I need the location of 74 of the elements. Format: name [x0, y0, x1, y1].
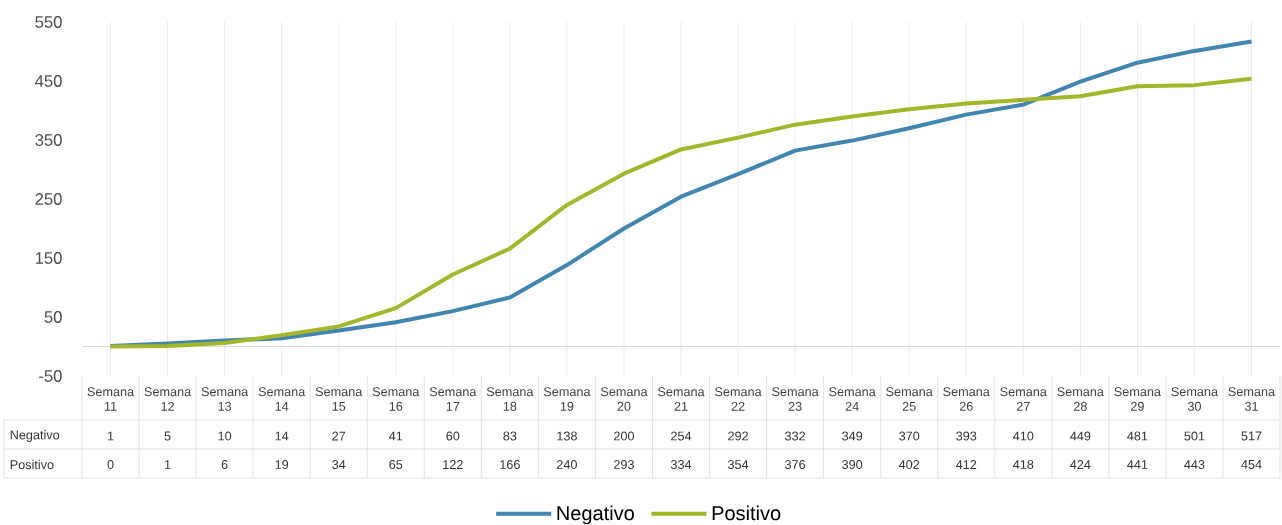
data-label: 60	[446, 431, 460, 441]
legend-label: Positivo	[712, 505, 781, 521]
data-label: 27	[332, 431, 346, 441]
data-label: 418	[1013, 460, 1034, 469]
data-label: 14	[275, 431, 289, 441]
x-tick-label: Semana 22	[715, 387, 762, 411]
data-label: 370	[899, 431, 920, 441]
y-tick-label: -50	[39, 370, 62, 382]
x-tick-label: Semana 18	[486, 387, 534, 411]
data-label: 412	[955, 460, 977, 469]
x-tick-label: Semana 19	[543, 387, 591, 411]
data-label: 334	[670, 460, 692, 469]
data-label: 332	[785, 431, 806, 441]
data-label: 19	[275, 460, 289, 469]
y-tick-label: 50	[44, 311, 62, 323]
x-tick-label: Semana 31	[1228, 387, 1276, 411]
text: Negativo	[10, 430, 60, 442]
data-label: 254	[671, 431, 692, 441]
data-label: 10	[218, 431, 232, 441]
x-tick-label: Semana 28	[1057, 387, 1104, 411]
data-label: 481	[1127, 431, 1148, 441]
x-tick-label: Semana 26	[943, 387, 990, 411]
data-label: 5	[164, 431, 171, 441]
text: Positivo	[10, 459, 54, 470]
y-tick-label: 250	[35, 193, 62, 205]
data-label: 83	[503, 431, 517, 441]
y-tick-label: 450	[35, 75, 62, 87]
data-label: 443	[1184, 460, 1205, 469]
y-tick-label: 150	[35, 252, 62, 264]
data-label: 34	[332, 460, 346, 469]
legend-label: Negativo	[557, 505, 634, 525]
x-tick-label: Semana 14	[258, 387, 306, 411]
x-tick-label: Semana 12	[144, 387, 192, 411]
data-label: 349	[842, 431, 863, 441]
data-label: 65	[389, 460, 403, 469]
data-label: 390	[842, 460, 863, 469]
x-tick-label: Semana 21	[658, 387, 705, 411]
data-label: 1	[107, 431, 114, 441]
x-tick-label: Semana 29	[1114, 387, 1161, 411]
data-label: 240	[556, 460, 577, 469]
data-label: 354	[727, 460, 749, 469]
x-tick-label: Semana 20	[600, 387, 648, 411]
data-label: 293	[614, 460, 634, 469]
x-tick-label: Semana 13	[201, 387, 249, 411]
data-label: 410	[1013, 431, 1034, 441]
data-label: 41	[389, 431, 403, 441]
y-tick-label: 550	[35, 16, 62, 28]
data-label: 200	[614, 431, 635, 441]
x-tick-label: Semana 25	[886, 387, 933, 411]
x-tick-label: Semana 24	[829, 387, 876, 411]
x-tick-label: Semana 15	[315, 387, 363, 411]
data-label: 424	[1070, 460, 1091, 469]
data-label: 449	[1070, 431, 1091, 441]
data-label: 402	[898, 460, 920, 469]
data-label: 454	[1241, 460, 1262, 469]
data-label: 122	[443, 460, 463, 469]
data-label: 292	[728, 431, 748, 441]
data-label: 376	[785, 460, 806, 469]
data-label: 501	[1184, 431, 1205, 441]
y-tick-label: 350	[35, 134, 62, 146]
x-tick-label: Semana 30	[1171, 387, 1219, 411]
data-label: 138	[557, 431, 577, 441]
data-label: 6	[221, 460, 228, 469]
data-label: 441	[1127, 460, 1148, 469]
x-tick-label: Semana 23	[772, 387, 819, 411]
data-label: 393	[956, 431, 977, 441]
x-tick-label: Semana 17	[429, 387, 477, 411]
x-tick-label: Semana 16	[372, 387, 420, 411]
data-label: 0	[107, 460, 114, 469]
x-tick-label: Semana 27	[1000, 387, 1047, 411]
data-label: 166	[500, 460, 520, 469]
data-label: 517	[1241, 431, 1262, 441]
data-label: 1	[165, 460, 171, 469]
x-tick-label: Semana 11	[87, 387, 135, 411]
